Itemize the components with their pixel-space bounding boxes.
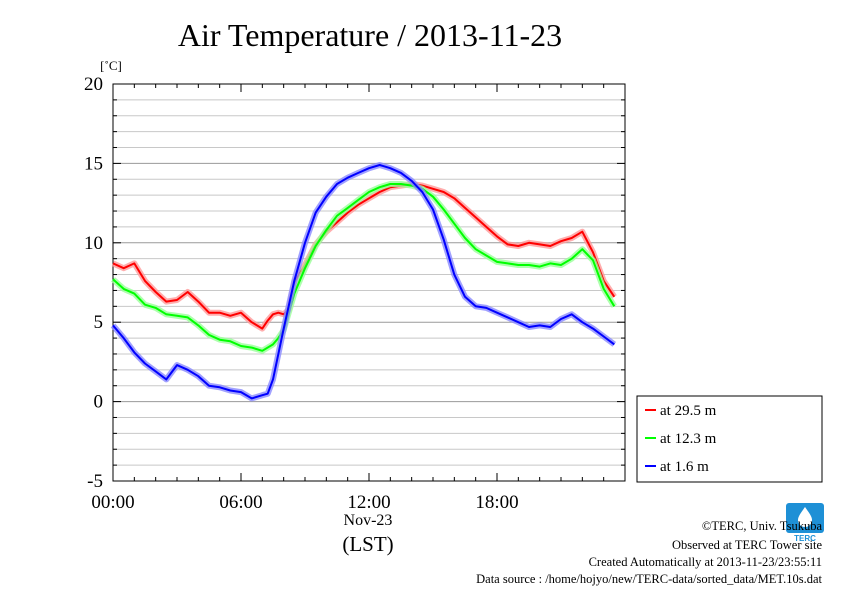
footer-created: Created Automatically at 2013-11-23/23:5… (589, 555, 822, 569)
legend-label: at 29.5 m (660, 403, 717, 419)
x-tick-labels: 00:00 06:00 12:00 18:00 (91, 492, 518, 513)
x-tick-label: 06:00 (219, 492, 262, 513)
chart-title: Air Temperature / 2013-11-23 (178, 17, 562, 53)
grid-lines (113, 99, 625, 466)
y-tick-label: 10 (84, 233, 103, 254)
x-date-label: Nov-23 (344, 512, 393, 529)
y-tick-label: 15 (84, 153, 103, 174)
x-axis-label: (LST) (342, 532, 393, 556)
y-axis-unit-label: [˚C] (100, 58, 122, 73)
footer-source: Data source : /home/hojyo/new/TERC-data/… (476, 572, 822, 586)
series-line (112, 183, 616, 352)
legend-box (636, 395, 823, 483)
series-line (112, 183, 616, 330)
axis-ticks (112, 83, 626, 482)
legend-label: at 12.3 m (660, 431, 717, 447)
legend-label: at 1.6 m (660, 459, 709, 475)
footer-observed: Observed at TERC Tower site (672, 538, 822, 552)
y-tick-labels: -5 0 5 10 15 20 (84, 74, 103, 492)
plot-frame (112, 83, 626, 482)
water-drop-icon (798, 507, 812, 527)
y-tick-label: 0 (94, 392, 104, 413)
series-lines (110, 162, 617, 402)
y-tick-label: 5 (94, 312, 104, 333)
legend: at 29.5 m at 12.3 m at 1.6 m (636, 395, 823, 483)
footer-copyright: ©TERC, Univ. Tsukuba (702, 519, 823, 533)
y-tick-label: -5 (87, 471, 103, 492)
terc-logo: TERC (786, 503, 824, 543)
x-tick-label: 00:00 (91, 492, 134, 513)
series-line (112, 164, 615, 400)
series-band (111, 181, 617, 332)
logo-text: TERC (794, 534, 816, 543)
x-tick-label: 12:00 (347, 492, 390, 513)
x-tick-label: 18:00 (475, 492, 518, 513)
y-tick-label: 20 (84, 74, 103, 95)
